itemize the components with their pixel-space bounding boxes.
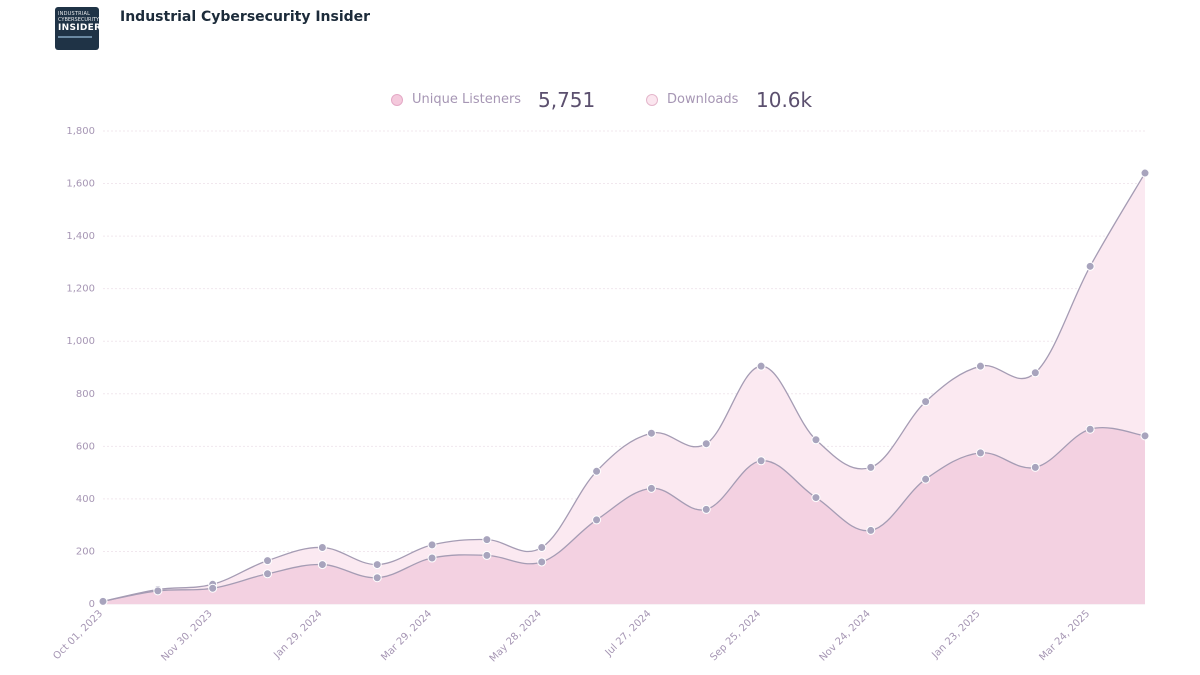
- data-point-downloads: [1030, 368, 1040, 378]
- legend-label: Unique Listeners: [412, 92, 522, 107]
- data-point-unique-listeners: [921, 474, 931, 484]
- legend-dot-icon: [646, 94, 658, 106]
- x-tick-label: Jan 29, 2024: [271, 608, 324, 661]
- x-tick-label: Oct 01, 2023: [51, 608, 105, 662]
- data-point-downloads: [317, 543, 327, 553]
- data-point-downloads: [811, 435, 821, 445]
- data-point-unique-listeners: [208, 583, 218, 593]
- data-point-unique-listeners: [701, 504, 711, 514]
- x-tick-label: Nov 30, 2023: [159, 608, 214, 663]
- data-point-unique-listeners: [646, 483, 656, 493]
- data-point-unique-listeners: [263, 569, 273, 579]
- series-area-unique-listeners: [103, 427, 1145, 604]
- data-point-downloads: [701, 439, 711, 449]
- y-tick-label: 800: [76, 389, 95, 400]
- data-point-unique-listeners: [1030, 462, 1040, 472]
- series-area-downloads: [103, 173, 1145, 605]
- area-chart: 0 200 400 600 800 1,000 1,200 1,400 1,600 1,800 Oc…: [51, 126, 1150, 664]
- data-point-unique-listeners: [153, 586, 163, 596]
- data-point-downloads: [646, 428, 656, 438]
- data-point-unique-listeners: [811, 493, 821, 503]
- data-point-downloads: [1140, 168, 1150, 178]
- chart-legend: Unique Listeners 5,751 Downloads 10.6k: [0, 88, 1200, 114]
- data-point-unique-listeners: [372, 573, 382, 583]
- y-tick-label: 1,000: [66, 336, 95, 347]
- data-point-downloads: [263, 556, 273, 566]
- data-point-downloads: [427, 540, 437, 550]
- data-point-downloads: [975, 361, 985, 371]
- y-tick-label: 0: [89, 599, 95, 610]
- y-tick-label: 400: [76, 494, 95, 505]
- data-point-unique-listeners: [98, 596, 108, 606]
- y-tick-label: 1,600: [66, 179, 95, 190]
- logo-text-line-1: INDUSTRIAL: [58, 11, 91, 17]
- data-point-unique-listeners: [317, 560, 327, 570]
- data-point-downloads: [537, 543, 547, 553]
- data-point-unique-listeners: [427, 553, 437, 563]
- logo-text-line-3: INSIDER: [58, 23, 99, 33]
- podcast-title[interactable]: Industrial Cybersecurity Insider: [120, 9, 371, 25]
- data-point-downloads: [921, 397, 931, 407]
- y-tick-label: 600: [76, 441, 95, 452]
- podcast-logo[interactable]: INDUSTRIAL CYBERSECURITY INSIDER: [55, 7, 99, 50]
- data-point-downloads: [1085, 261, 1095, 271]
- data-point-downloads: [482, 535, 492, 545]
- x-tick-label: Mar 24, 2025: [1037, 608, 1092, 663]
- legend-value: 10.6k: [756, 88, 813, 112]
- data-point-downloads: [372, 560, 382, 570]
- y-tick-label: 1,200: [66, 284, 95, 295]
- data-point-downloads: [756, 361, 766, 371]
- data-point-unique-listeners: [537, 557, 547, 567]
- data-point-unique-listeners: [1140, 431, 1150, 441]
- data-point-unique-listeners: [975, 448, 985, 458]
- legend-dot-icon: [391, 94, 403, 106]
- x-tick-label: May 28, 2024: [488, 608, 544, 664]
- y-tick-label: 1,400: [66, 231, 95, 242]
- logo-underline: [58, 36, 92, 38]
- legend-value: 5,751: [538, 88, 596, 112]
- logo-text-line-2: CYBERSECURITY: [58, 17, 99, 23]
- x-tick-label: Nov 24, 2024: [818, 608, 873, 663]
- data-point-downloads: [866, 462, 876, 472]
- data-point-unique-listeners: [756, 456, 766, 466]
- y-tick-label: 1,800: [66, 126, 95, 137]
- header: INDUSTRIAL CYBERSECURITY INSIDER Industr…: [0, 0, 1200, 75]
- x-tick-label: Mar 29, 2024: [379, 608, 434, 663]
- x-tick-label: Sep 25, 2024: [708, 608, 763, 663]
- data-point-downloads: [592, 466, 602, 476]
- x-tick-label: Jul 27, 2024: [603, 608, 654, 659]
- data-point-unique-listeners: [592, 515, 602, 525]
- x-tick-label: Jan 23, 2025: [929, 608, 982, 661]
- data-point-unique-listeners: [482, 550, 492, 560]
- data-point-unique-listeners: [1085, 424, 1095, 434]
- y-tick-label: 200: [76, 546, 95, 557]
- legend-label: Downloads: [667, 92, 739, 107]
- data-point-unique-listeners: [866, 525, 876, 535]
- series-line-downloads: [102, 172, 1146, 603]
